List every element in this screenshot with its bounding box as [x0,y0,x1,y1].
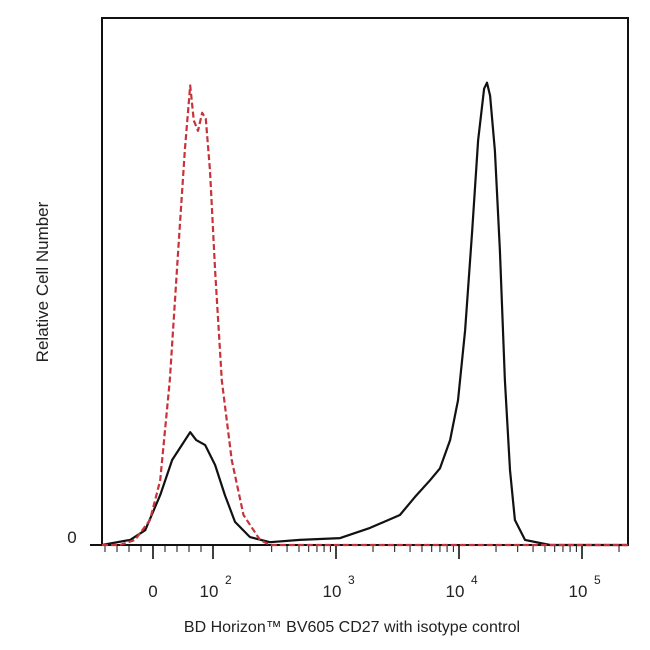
x-tick-label-exponent: 2 [225,573,232,587]
x-tick-label-exponent: 4 [471,573,478,587]
x-tick-label: 10 [446,582,465,601]
x-tick-label: 0 [148,582,157,601]
x-tick-label: 10 [323,582,342,601]
series-line-cd27 [101,81,629,547]
y-axis-label: Relative Cell Number [33,201,52,362]
x-tick-label: 10 [200,582,219,601]
plot-frame [101,17,629,546]
x-tick-label: 10 [569,582,588,601]
x-tick-label-exponent: 3 [348,573,355,587]
x-tick-label-exponent: 5 [594,573,601,587]
y-tick-label-0: 0 [67,528,76,547]
series-line-isotype-control [102,84,629,547]
x-axis-label: BD Horizon™ BV605 CD27 with isotype cont… [184,619,520,636]
